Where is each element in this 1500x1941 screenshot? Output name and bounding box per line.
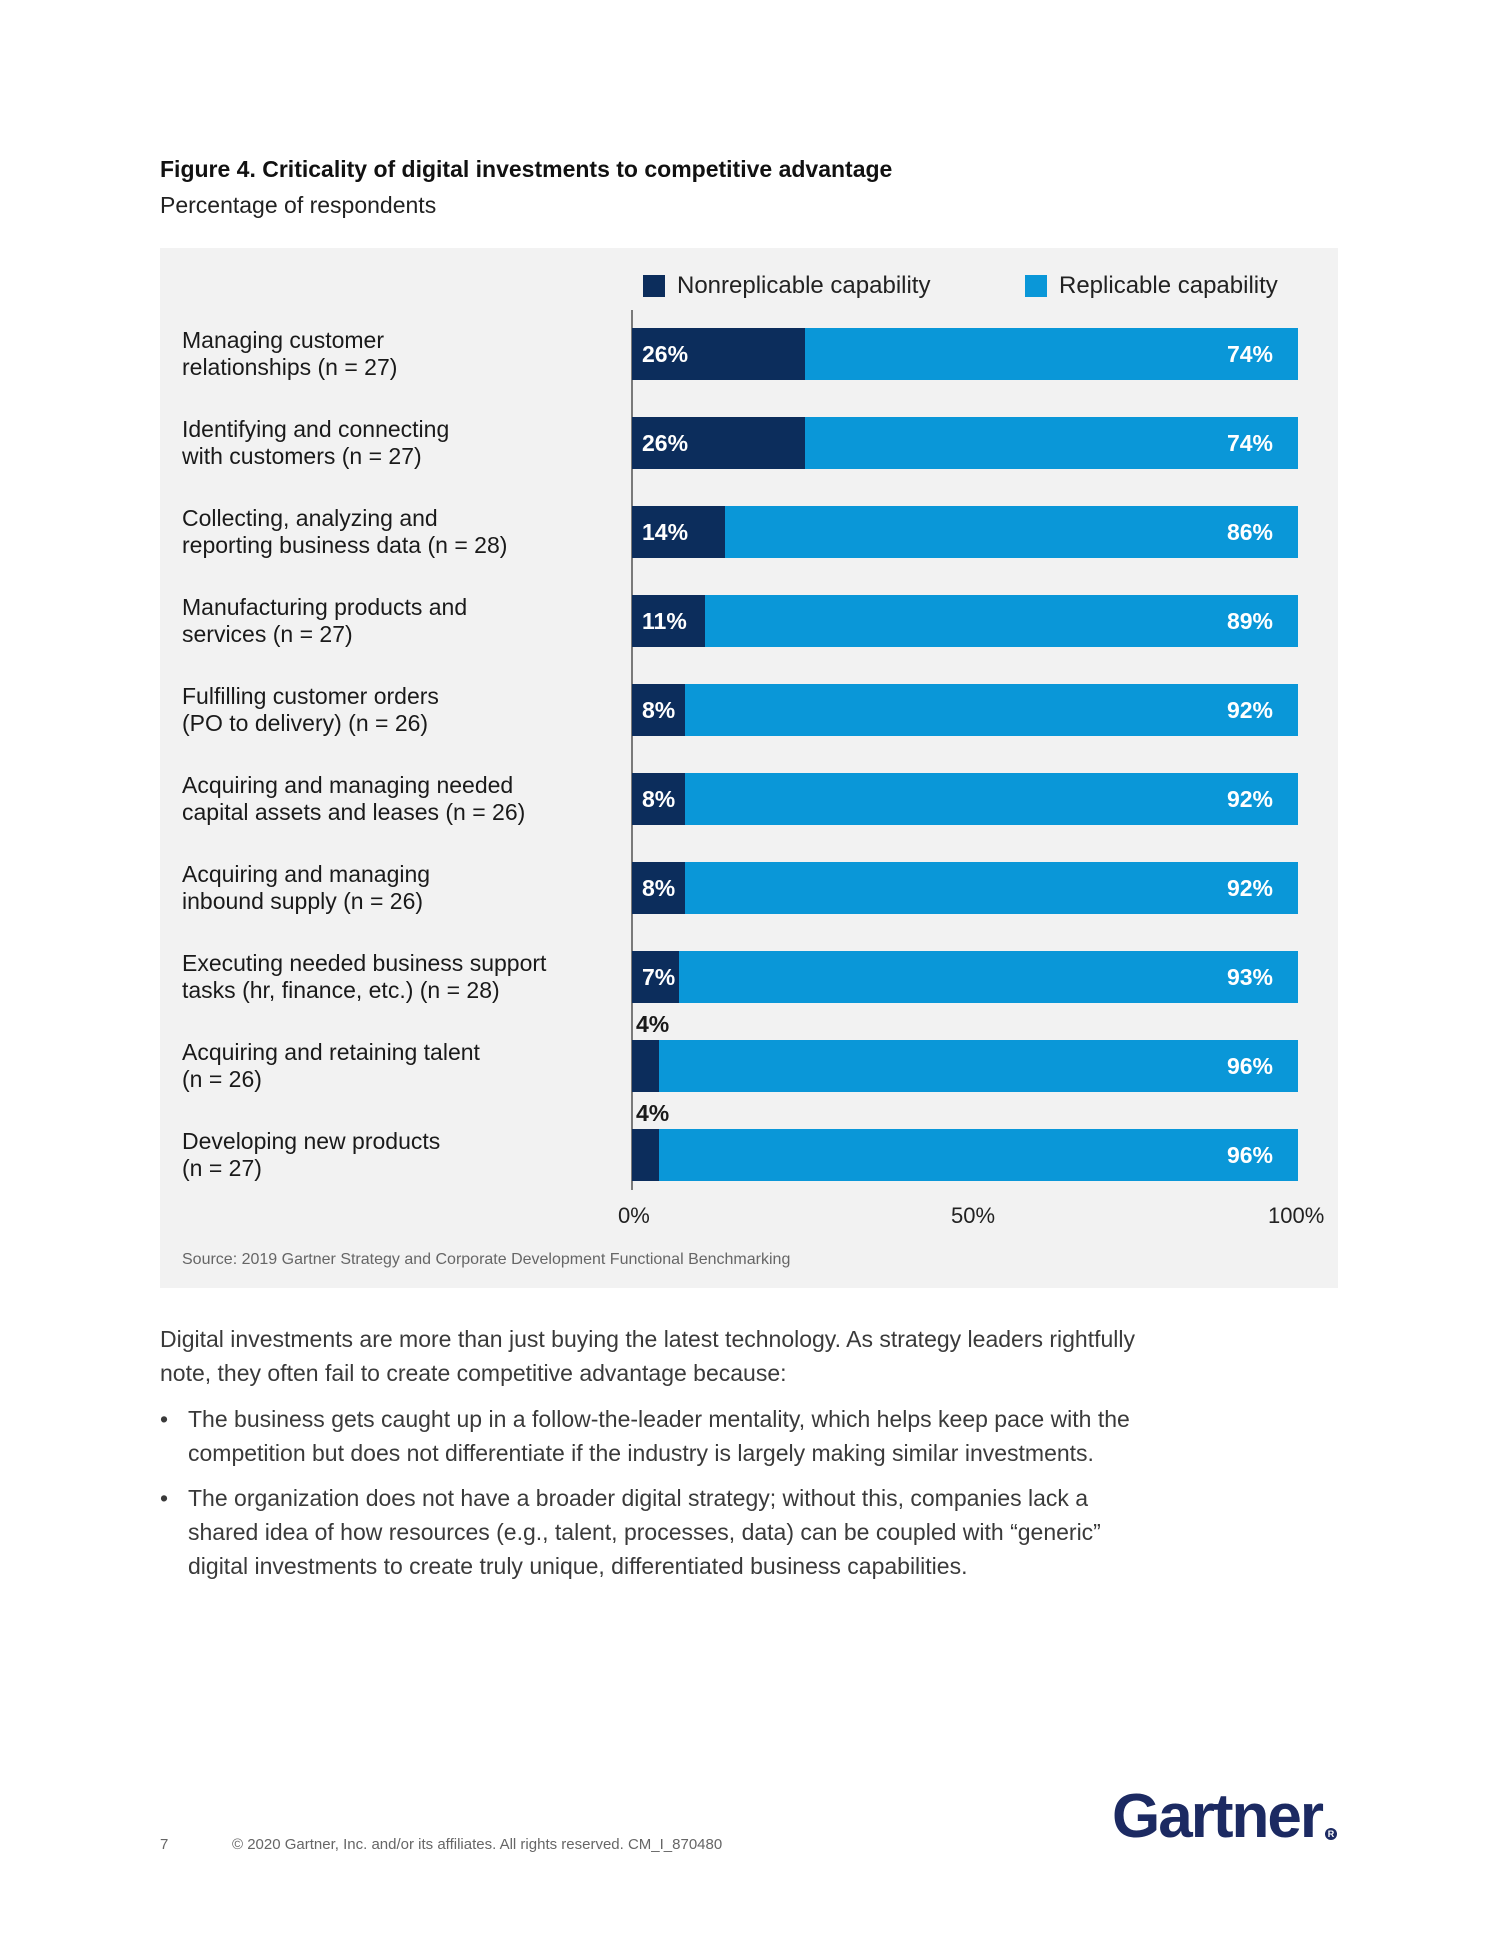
bar-replicable <box>725 506 1298 558</box>
data-label-nonreplicable: 8% <box>642 786 676 812</box>
body-bullet-list: • The business gets caught up in a follow… <box>160 1402 1160 1583</box>
data-label-nonreplicable: 26% <box>642 430 689 456</box>
bar-nonreplicable <box>632 1129 659 1181</box>
category-label-line: Executing needed business support <box>182 950 547 976</box>
category-label-line: capital assets and leases (n = 26) <box>182 799 526 825</box>
category-label-line: services (n = 27) <box>182 621 353 647</box>
legend-swatch-nonreplicable <box>643 275 665 297</box>
data-label-nonreplicable: 4% <box>636 1011 670 1037</box>
bar-nonreplicable <box>632 773 686 825</box>
figure-subtitle: Percentage of respondents <box>160 192 437 218</box>
x-tick-label: 100% <box>1268 1203 1325 1228</box>
bar-nonreplicable <box>632 506 726 558</box>
category-label: Executing needed business support tasks (… <box>182 950 602 1004</box>
x-tick-label: 0% <box>618 1203 650 1228</box>
figure-title: Figure 4. Criticality of digital investm… <box>160 156 893 182</box>
category-label-line: Acquiring and managing <box>182 861 431 887</box>
category-label-line: Managing customer <box>182 327 384 353</box>
category-label-line: Collecting, analyzing and <box>182 505 438 531</box>
body-bullet: • The business gets caught up in a follow… <box>160 1402 1160 1470</box>
legend-item-replicable: Replicable capability <box>1025 272 1278 300</box>
category-label: Developing new products (n = 27) <box>182 1128 602 1182</box>
bullet-text: The organization does not have a broader… <box>188 1485 1101 1579</box>
category-label: Managing customer relationships (n = 27) <box>182 327 602 381</box>
data-label-replicable: 92% <box>1226 875 1273 901</box>
bar-nonreplicable <box>632 328 806 380</box>
bar-replicable <box>658 1129 1298 1181</box>
data-label-replicable: 89% <box>1226 608 1273 634</box>
category-label-line: Manufacturing products and <box>182 594 468 620</box>
category-label: Acquiring and managing inbound supply (n … <box>182 861 602 915</box>
legend-label-nonreplicable: Nonreplicable capability <box>677 272 931 299</box>
y-axis-line <box>631 310 633 1190</box>
bullet-text: The business gets caught up in a follow-… <box>188 1406 1130 1466</box>
data-label-nonreplicable: 4% <box>636 1100 670 1126</box>
category-label-line: Fulfilling customer orders <box>182 683 439 709</box>
category-label-line: (PO to delivery) (n = 26) <box>182 710 429 736</box>
bar-replicable <box>805 417 1298 469</box>
bar-replicable <box>685 862 1298 914</box>
data-label-nonreplicable: 14% <box>642 519 689 545</box>
category-label-line: tasks (hr, finance, etc.) (n = 28) <box>182 977 500 1003</box>
bar-nonreplicable <box>632 862 686 914</box>
body-text: Digital investments are more than just b… <box>160 1322 1160 1594</box>
data-label-replicable: 93% <box>1226 964 1273 990</box>
data-label-replicable: 92% <box>1226 697 1273 723</box>
bullet-symbol: • <box>160 1406 169 1432</box>
category-label-line: reporting business data (n = 28) <box>182 532 508 558</box>
data-label-nonreplicable: 8% <box>642 875 676 901</box>
bar-nonreplicable <box>632 595 706 647</box>
legend-item-nonreplicable: Nonreplicable capability <box>643 272 930 300</box>
data-label-nonreplicable: 8% <box>642 697 676 723</box>
category-label-line: Acquiring and retaining talent <box>182 1039 480 1065</box>
category-label-line: Developing new products <box>182 1128 441 1154</box>
data-label-replicable: 74% <box>1226 341 1273 367</box>
bullet-symbol: • <box>160 1485 169 1511</box>
logo-text: Gartner <box>1112 1782 1324 1851</box>
bar-replicable <box>805 328 1298 380</box>
category-label: Acquiring and managing needed capital ass… <box>182 772 602 826</box>
data-label-replicable: 92% <box>1226 786 1273 812</box>
body-intro: Digital investments are more than just b… <box>160 1326 1136 1386</box>
data-label-replicable: 96% <box>1226 1053 1273 1079</box>
bar-replicable <box>705 595 1298 647</box>
chart-panel: Nonreplicable capability Replicable capa… <box>160 248 1338 1288</box>
bar-replicable <box>678 951 1298 1003</box>
category-label-line: (n = 27) <box>182 1155 262 1181</box>
category-label: Collecting, analyzing and reporting busin… <box>182 505 602 559</box>
bar-replicable <box>685 684 1298 736</box>
category-label-line: (n = 26) <box>182 1066 262 1092</box>
category-label-line: relationships (n = 27) <box>182 354 398 380</box>
bar-replicable <box>658 1040 1298 1092</box>
gartner-logo: Gartner R <box>1112 1786 1337 1848</box>
category-label-line: Identifying and connecting <box>182 416 450 442</box>
body-bullet: • The organization does not have a broade… <box>160 1481 1160 1583</box>
legend-label-replicable: Replicable capability <box>1059 272 1278 299</box>
category-label: Identifying and connecting with customers… <box>182 416 602 470</box>
registered-mark-icon: R <box>1324 1828 1337 1840</box>
category-label: Acquiring and retaining talent (n = 26) <box>182 1039 602 1093</box>
data-label-nonreplicable: 11% <box>642 608 687 634</box>
chart-source: Source: 2019 Gartner Strategy and Corpor… <box>182 1251 791 1268</box>
category-label: Fulfilling customer orders (PO to deliver… <box>182 683 602 737</box>
bar-nonreplicable <box>632 417 806 469</box>
data-label-replicable: 74% <box>1226 430 1273 456</box>
page-number: 7 <box>160 1836 169 1853</box>
x-tick-label: 50% <box>951 1203 996 1228</box>
category-label: Manufacturing products and services (n = … <box>182 594 602 648</box>
bar-nonreplicable <box>632 951 679 1003</box>
copyright: © 2020 Gartner, Inc. and/or its affiliat… <box>232 1836 723 1853</box>
data-label-nonreplicable: 7% <box>642 964 676 990</box>
bar-nonreplicable <box>632 1040 659 1092</box>
bar-nonreplicable <box>632 684 686 736</box>
data-label-replicable: 96% <box>1226 1142 1273 1168</box>
category-label-line: inbound supply (n = 26) <box>182 888 424 914</box>
bar-replicable <box>685 773 1298 825</box>
category-label-line: with customers (n = 27) <box>182 443 422 469</box>
legend-swatch-replicable <box>1025 275 1047 297</box>
category-label-line: Acquiring and managing needed <box>182 772 514 798</box>
data-label-replicable: 86% <box>1226 519 1273 545</box>
data-label-nonreplicable: 26% <box>642 341 689 367</box>
